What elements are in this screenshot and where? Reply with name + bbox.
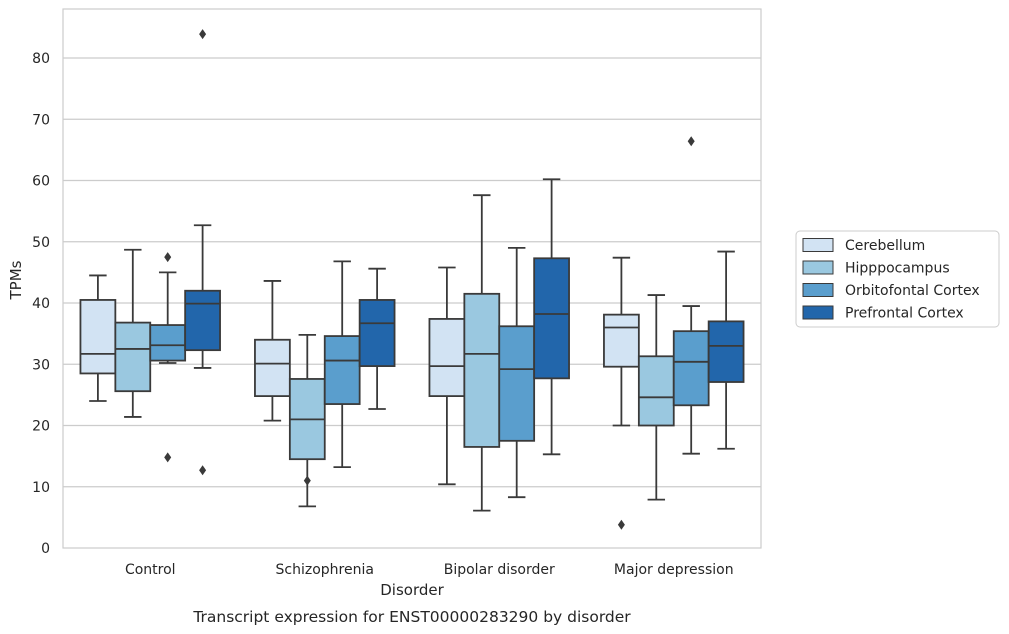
box-group — [79, 274, 117, 402]
y-tick-label: 70 — [32, 112, 50, 128]
box-group — [114, 248, 152, 418]
box-group — [358, 267, 396, 410]
y-axis-label: TPMs — [7, 260, 25, 300]
outlier-point — [303, 475, 311, 486]
legend-swatch — [802, 305, 834, 320]
box — [114, 321, 152, 393]
legend-label: Hipppocampus — [845, 261, 950, 277]
outlier-point — [199, 465, 207, 476]
y-tick-label: 60 — [32, 174, 50, 190]
box-group — [184, 29, 221, 476]
chart-caption: Transcript expression for ENST0000028329… — [192, 608, 631, 626]
legend-swatch — [802, 238, 834, 252]
x-axis-label: Disorder — [380, 581, 444, 599]
legend-frame — [795, 230, 1000, 328]
legend-swatch — [802, 283, 834, 297]
legend-label: Orbitofontal Cortex — [845, 283, 980, 299]
gridlines — [63, 57, 761, 488]
box — [254, 338, 291, 397]
y-tick-label: 20 — [32, 419, 50, 435]
legend: Cerebellum Hipppocampus Orbitofontal Corte… — [795, 230, 1000, 328]
box — [672, 330, 710, 407]
box — [637, 355, 675, 427]
box — [323, 335, 361, 405]
x-tick-label: Bipolar disorder — [444, 562, 555, 578]
legend-swatch — [802, 260, 834, 275]
y-tick-label: 0 — [41, 541, 50, 557]
y-tick-label: 10 — [32, 480, 50, 496]
box — [533, 257, 570, 380]
box-group — [288, 333, 326, 508]
box-group — [428, 266, 466, 486]
box-group — [637, 294, 675, 501]
outlier-point — [164, 452, 172, 463]
x-tick-label: Schizophrenia — [276, 562, 374, 578]
box-group — [498, 246, 536, 499]
box — [79, 299, 117, 375]
y-tick-label: 40 — [32, 296, 50, 312]
box — [498, 325, 536, 442]
box-group — [254, 280, 291, 422]
x-tick-label: Control — [125, 562, 176, 578]
outlier-point — [199, 29, 207, 40]
box-group — [672, 136, 710, 455]
plot-frame — [62, 8, 762, 549]
legend-label: Prefrontal Cortex — [845, 306, 964, 322]
box — [184, 289, 221, 352]
outlier-point — [164, 252, 172, 263]
box-group — [603, 256, 640, 530]
box-group — [463, 194, 501, 512]
y-tick-label: 50 — [32, 235, 50, 251]
box — [603, 313, 640, 368]
x-ticks: Control Schizophrenia Bipolar disorder Majo… — [125, 562, 734, 578]
y-tick-label: 30 — [32, 357, 50, 373]
box-group — [323, 260, 361, 469]
x-tick-label: Major depression — [614, 562, 734, 578]
box-group — [149, 252, 187, 463]
box — [428, 318, 466, 397]
box — [707, 320, 745, 383]
box — [463, 292, 501, 448]
box-group — [707, 250, 745, 450]
boxes — [79, 29, 745, 530]
box — [149, 324, 187, 362]
box — [358, 299, 396, 367]
legend-label: Cerebellum — [845, 238, 925, 254]
outlier-point — [617, 519, 625, 530]
y-ticks: 0 10 20 30 40 50 60 70 80 — [32, 51, 50, 557]
box-group — [533, 178, 570, 456]
outlier-point — [687, 136, 695, 147]
y-tick-label: 80 — [32, 51, 50, 67]
